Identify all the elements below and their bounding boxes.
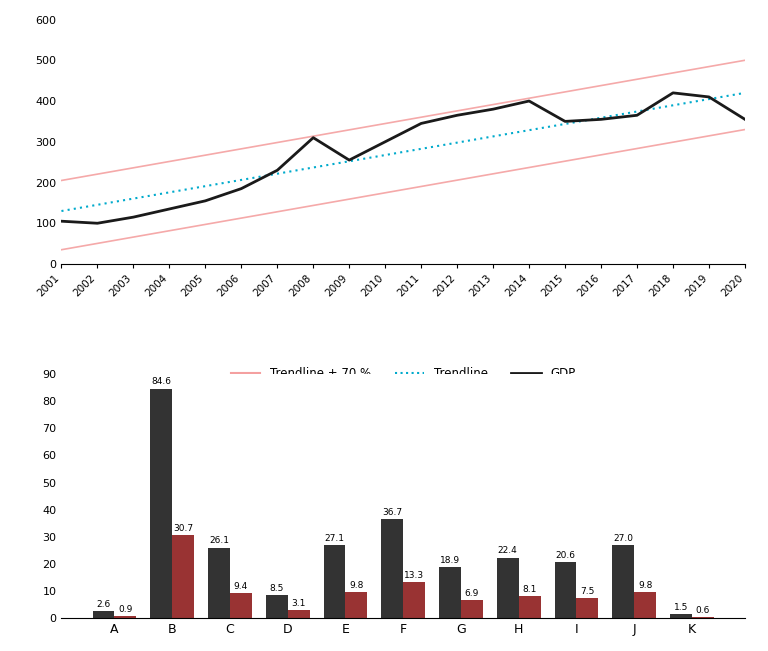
Bar — [403, 583, 425, 618]
Text: 7.5: 7.5 — [581, 587, 594, 596]
Text: 13.3: 13.3 — [404, 571, 424, 580]
Text: 2.6: 2.6 — [96, 600, 111, 609]
Text: 8.5: 8.5 — [270, 584, 284, 593]
Bar — [266, 596, 288, 618]
Text: 9.8: 9.8 — [638, 581, 652, 590]
Bar — [208, 547, 230, 618]
Bar — [172, 535, 194, 618]
Bar — [518, 596, 541, 618]
Bar — [323, 545, 346, 618]
Legend: Trendline ± 70 %, Trendline, GDP: Trendline ± 70 %, Trendline, GDP — [227, 363, 580, 385]
Bar — [692, 616, 714, 618]
Bar — [230, 593, 252, 618]
Bar — [151, 389, 172, 618]
Text: 27.1: 27.1 — [324, 534, 345, 543]
Bar — [497, 558, 518, 618]
Text: 6.9: 6.9 — [465, 589, 479, 598]
Text: 30.7: 30.7 — [173, 524, 194, 533]
Text: 18.9: 18.9 — [440, 556, 460, 565]
Bar — [92, 611, 114, 618]
Text: 9.4: 9.4 — [233, 582, 248, 590]
Bar — [634, 592, 656, 618]
Text: 1.5: 1.5 — [674, 603, 688, 612]
Bar — [461, 600, 483, 618]
Text: 27.0: 27.0 — [613, 534, 634, 543]
Text: 8.1: 8.1 — [522, 585, 537, 594]
Text: 84.6: 84.6 — [151, 378, 171, 387]
Bar — [670, 615, 692, 618]
Bar — [346, 592, 367, 618]
Text: 9.8: 9.8 — [349, 581, 363, 590]
Bar — [554, 562, 577, 618]
Text: 36.7: 36.7 — [382, 508, 402, 517]
Bar — [288, 610, 310, 618]
Text: 0.6: 0.6 — [696, 605, 710, 615]
Bar — [612, 545, 634, 618]
Text: 0.9: 0.9 — [118, 605, 133, 614]
Bar — [381, 519, 403, 618]
Bar — [439, 567, 461, 618]
Text: 22.4: 22.4 — [498, 546, 518, 555]
Text: 3.1: 3.1 — [292, 599, 306, 608]
Bar — [577, 598, 598, 618]
Text: 20.6: 20.6 — [555, 551, 575, 561]
Text: 26.1: 26.1 — [209, 536, 229, 546]
Bar — [114, 616, 137, 618]
